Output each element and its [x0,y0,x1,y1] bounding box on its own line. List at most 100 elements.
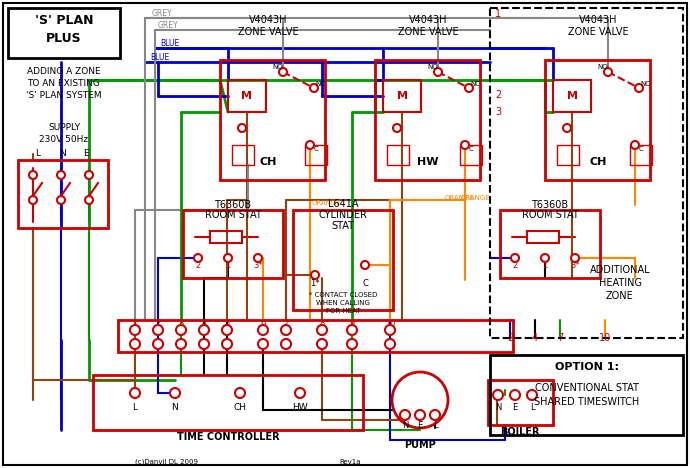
Text: 2: 2 [507,333,513,343]
Circle shape [392,372,448,428]
Text: NO: NO [598,64,609,70]
Circle shape [385,339,395,349]
Text: 'S' PLAN SYSTEM: 'S' PLAN SYSTEM [26,92,102,101]
Text: 7: 7 [557,333,563,343]
Text: N: N [172,402,179,411]
Text: 2: 2 [155,320,161,329]
Circle shape [224,254,232,262]
Text: ZONE VALVE: ZONE VALVE [237,27,298,37]
Text: BLUE: BLUE [160,38,179,47]
Text: ZONE VALVE: ZONE VALVE [568,27,629,37]
Text: V4043H: V4043H [249,15,287,25]
Text: L: L [132,402,137,411]
Circle shape [85,171,93,179]
Circle shape [511,254,519,262]
Bar [490,355,683,435]
Text: L: L [35,149,41,159]
Circle shape [311,271,319,279]
Circle shape [430,410,440,420]
Text: 2: 2 [195,261,201,270]
Text: 5: 5 [224,320,230,329]
Circle shape [317,325,327,335]
Text: E: E [513,403,518,412]
Bar [18,160,108,228]
Text: L: L [433,421,437,430]
Text: 1: 1 [132,320,137,329]
Text: ADDING A ZONE: ADDING A ZONE [27,67,101,76]
Circle shape [258,325,268,335]
Text: ADDITIONAL: ADDITIONAL [590,265,650,275]
Circle shape [281,339,291,349]
Text: 10: 10 [385,320,395,329]
Text: 6: 6 [260,320,266,329]
Circle shape [130,339,140,349]
Bar [545,60,650,180]
Text: Rev1a: Rev1a [339,459,361,465]
Bar [553,80,591,112]
Bar [93,375,363,430]
Circle shape [235,388,245,398]
Text: ROOM STAT: ROOM STAT [205,210,262,220]
Bar [527,231,559,243]
Text: C: C [639,146,643,152]
Text: ORANGE: ORANGE [312,200,342,206]
Circle shape [393,124,401,132]
Text: OPTION 1:: OPTION 1: [555,362,619,372]
Text: BOILER: BOILER [500,427,540,437]
Circle shape [385,325,395,335]
Text: C: C [362,278,368,287]
Text: T6360B: T6360B [531,200,569,210]
Circle shape [176,325,186,335]
Bar [305,145,327,165]
Text: 1: 1 [226,261,230,270]
Text: STAT: STAT [331,221,355,231]
Text: CYLINDER: CYLINDER [319,210,368,220]
Circle shape [347,325,357,335]
Circle shape [361,261,369,269]
Text: GREY: GREY [152,8,172,17]
Circle shape [635,84,643,92]
Circle shape [258,339,268,349]
Text: PLUS: PLUS [46,31,82,44]
Circle shape [631,141,639,149]
Text: 3: 3 [495,107,501,117]
Circle shape [434,68,442,76]
Text: SHARED TIMESWITCH: SHARED TIMESWITCH [534,397,640,407]
Text: PUMP: PUMP [404,440,436,450]
Text: BLUE: BLUE [150,52,169,61]
Text: M: M [241,91,253,101]
Bar [490,8,683,338]
Text: HEATING: HEATING [598,278,642,288]
Circle shape [510,390,520,400]
Text: CH: CH [259,157,277,167]
Circle shape [493,390,503,400]
Bar [210,231,242,243]
Text: 4: 4 [532,333,538,343]
Bar [500,210,600,278]
Text: SUPPLY: SUPPLY [48,124,80,132]
Text: NO: NO [273,64,284,70]
Text: 1*: 1* [310,278,319,287]
Bar [630,145,652,165]
Circle shape [306,141,314,149]
Text: 1: 1 [542,261,548,270]
Text: L641A: L641A [328,199,358,209]
Text: WHEN CALLING: WHEN CALLING [316,300,370,306]
Bar [383,80,421,112]
Text: FOR HEAT: FOR HEAT [326,308,360,314]
Text: V4043H: V4043H [579,15,618,25]
Text: GREY: GREY [158,21,179,29]
Circle shape [29,171,37,179]
Text: NC: NC [640,81,650,87]
Bar [183,210,283,278]
Text: * CONTACT CLOSED: * CONTACT CLOSED [309,292,377,298]
Text: 3*: 3* [570,261,580,270]
Text: 2: 2 [513,261,518,270]
Text: 1: 1 [495,9,501,19]
Circle shape [527,390,537,400]
Circle shape [130,325,140,335]
Text: (c)Danvil DL 2009: (c)Danvil DL 2009 [135,459,198,465]
Circle shape [604,68,612,76]
Circle shape [310,84,318,92]
Bar [557,145,579,165]
